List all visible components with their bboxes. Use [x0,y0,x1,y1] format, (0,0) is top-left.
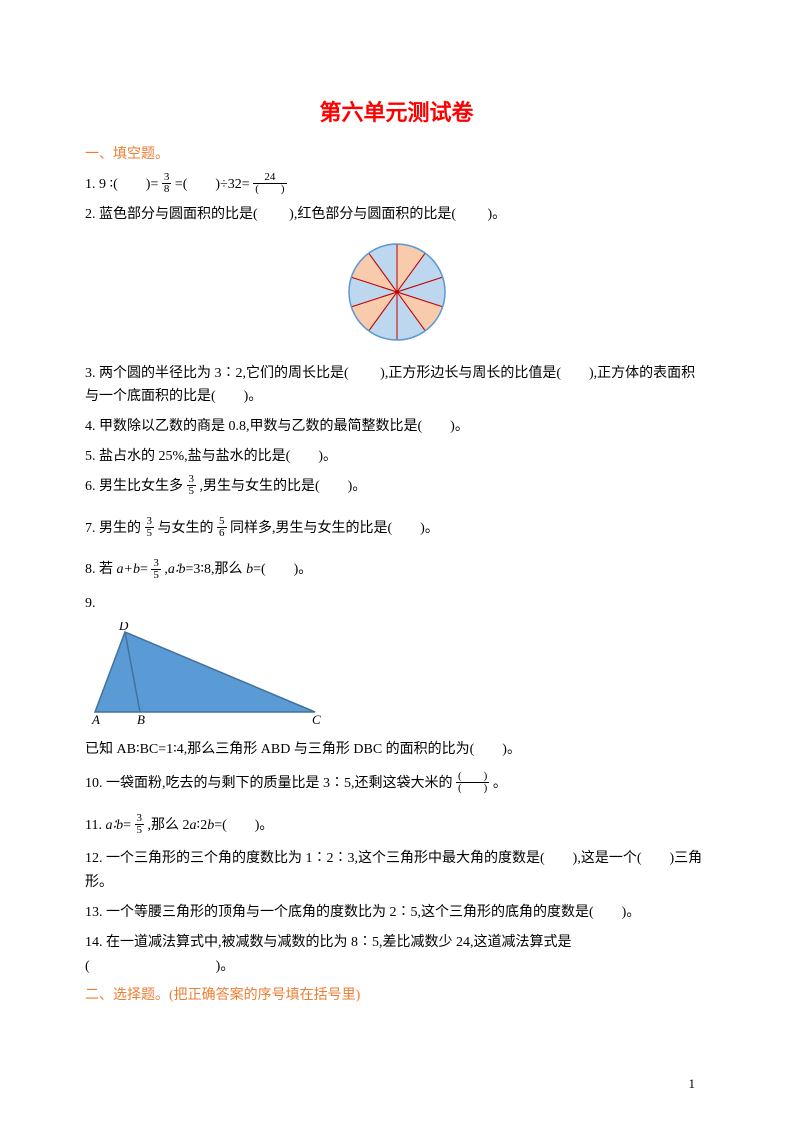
q3: 3. 两个圆的半径比为 3∶2,它们的周长比是( ),正方形边长与周长的比值是(… [85,362,708,410]
q8-de: b [246,562,253,577]
page-title: 第六单元测试卷 [85,95,708,127]
q8-a: 8. 若 [85,562,117,577]
q10-b: 。 [493,776,507,791]
q11: 11. a∶b= 35 ,那么 2a∶2b=( )。 [85,814,708,838]
q11-b: = [123,818,131,833]
q8: 8. 若 a+b= 35 ,a∶b=3∶8,那么 b=( )。 [85,558,708,582]
frac-q11: 35 [135,813,145,836]
q9-text: 已知 AB∶BC=1∶4,那么三角形 ABD 与三角形 DBC 的面积的比为( … [85,738,708,762]
q11-a: 11. [85,818,105,833]
q8-d: =3∶8,那么 [186,562,247,577]
q6: 6. 男生比女生多 35 ,男生与女生的比是( )。 [85,475,708,499]
q8-ab: a+b [117,562,140,577]
section-2: 二、选择题。(把正确答案的序号填在括号里) [85,984,708,1004]
q7-c: 同样多,男生与女生的比是( )。 [230,521,439,536]
section-1: 一、填空题。 [85,143,708,163]
pie-chart [342,237,452,347]
q8-b: = [140,562,148,577]
frac-24-blank: 24( ) [253,172,286,195]
q2: 2. 蓝色部分与圆面积的比是( ),红色部分与圆面积的比是( )。 [85,203,708,227]
frac-3-8: 38 [162,172,172,195]
q7: 7. 男生的 35 与女生的 56 同样多,男生与女生的比是( )。 [85,517,708,541]
q6-b: ,男生与女生的比是( )。 [200,479,367,494]
q10-a: 10. 一袋面粉,吃去的与剩下的质量比是 3∶5,还剩这袋大米的 [85,776,453,791]
q11-c: ,那么 2 [148,818,190,833]
q9: 9. [85,592,708,616]
q14: 14. 在一道减法算式中,被减数与减数的比为 8∶5,差比减数少 24,这道减法… [85,931,708,979]
q10: 10. 一袋面粉,吃去的与剩下的质量比是 3∶5,还剩这袋大米的 ( )( ) … [85,772,708,796]
svg-text:A: A [91,712,100,727]
q1-b: =( )÷32= [175,177,250,192]
frac-q7a: 35 [145,516,155,539]
frac-q6: 35 [187,474,197,497]
q1: 1. 9 ∶( )= 38 =( )÷32= 24( ) [85,173,708,197]
q11-cd: a [190,818,197,833]
frac-q8: 35 [151,558,161,581]
q13: 13. 一个等腰三角形的顶角与一个底角的度数比为 2∶5,这个三角形的底角的度数… [85,901,708,925]
q7-a: 7. 男生的 [85,521,141,536]
q11-ab: a∶b [105,818,123,833]
q6-a: 6. 男生比女生多 [85,479,183,494]
frac-q10: ( )( ) [456,771,489,794]
q11-e: =( )。 [214,818,273,833]
svg-text:D: D [118,622,129,633]
q4: 4. 甲数除以乙数的商是 0.8,甲数与乙数的最简整数比是( )。 [85,415,708,439]
triangle-figure: A B C D [85,622,330,727]
frac-q7b: 56 [217,516,227,539]
q1-a: 1. 9 ∶( )= [85,177,158,192]
page-number: 1 [689,1076,696,1092]
svg-text:B: B [137,712,145,727]
q8-cd: a∶b [168,562,186,577]
q8-e: =( )。 [253,562,312,577]
q5: 5. 盐占水的 25%,盐与盐水的比是( )。 [85,445,708,469]
q7-b: 与女生的 [158,521,214,536]
q12: 12. 一个三角形的三个角的度数比为 1∶2∶3,这个三角形中最大角的度数是( … [85,847,708,895]
svg-text:C: C [312,712,321,727]
q11-d: ∶2 [197,818,208,833]
